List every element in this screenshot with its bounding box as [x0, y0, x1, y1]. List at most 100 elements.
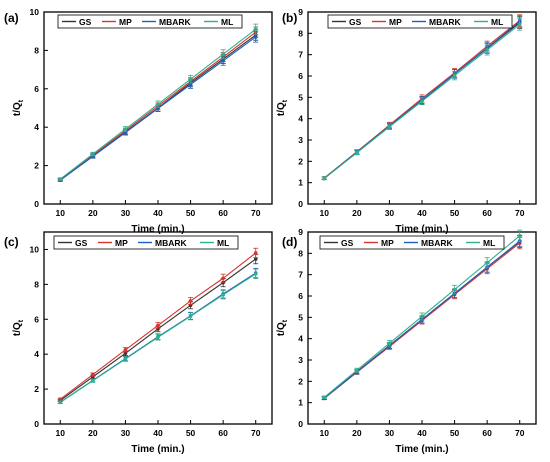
y-axis-title-main: t/Q — [12, 322, 23, 336]
series-ml — [321, 229, 523, 400]
data-point — [123, 348, 128, 352]
y-tick-label: 4 — [34, 122, 39, 132]
y-tick-label: 10 — [30, 7, 40, 17]
y-tick-label: 8 — [298, 248, 303, 258]
data-point — [253, 35, 258, 39]
data-point — [91, 378, 95, 383]
legend-label: MP — [381, 238, 394, 248]
data-point — [188, 82, 193, 87]
panel-label: (b) — [282, 11, 297, 25]
y-axis-title-main: t/Q — [276, 102, 287, 116]
data-point — [253, 272, 258, 276]
y-axis-title: t/Qt — [276, 319, 289, 336]
series-ml — [57, 23, 259, 181]
x-tick-label: 70 — [251, 208, 261, 218]
x-tick-label: 70 — [515, 208, 525, 218]
data-point — [123, 357, 128, 361]
y-axis-title: t/Qt — [12, 319, 25, 336]
data-point — [91, 372, 95, 377]
y-tick-label: 8 — [298, 28, 303, 38]
x-axis-title: Time (min.) — [395, 224, 448, 235]
data-point — [420, 99, 424, 103]
x-tick-label: 60 — [218, 428, 228, 438]
x-tick-label: 60 — [482, 208, 492, 218]
y-tick-label: 3 — [298, 135, 303, 145]
legend: GS MP MBARK ML — [327, 14, 513, 29]
y-axis-title-subscript: t — [18, 319, 25, 322]
x-tick-label: 20 — [88, 208, 98, 218]
panel-label: (d) — [282, 235, 297, 249]
y-tick-label: 2 — [34, 161, 39, 171]
series-ml — [321, 18, 523, 181]
data-point — [188, 314, 193, 319]
x-tick-label: 10 — [320, 208, 330, 218]
y-tick-label: 2 — [34, 384, 39, 394]
y-axis-title: t/Qt — [12, 99, 25, 116]
y-tick-label: 5 — [298, 92, 303, 102]
data-point — [58, 397, 63, 402]
data-point — [188, 299, 193, 303]
legend-label: MBARK — [421, 238, 453, 248]
y-tick-label: 9 — [298, 7, 303, 17]
x-axis-title: Time (min.) — [131, 224, 184, 235]
legend-label: MBARK — [429, 17, 461, 27]
chart-panel-4: (d) 10 20 30 40 50 60 70 0 1 2 3 4 5 6 7 8 9 Time (min.) t/… — [276, 227, 537, 455]
legend-label: MP — [115, 238, 128, 248]
x-tick-label: 60 — [482, 428, 492, 438]
series-mp — [57, 247, 259, 402]
y-axis-title-subscript: t — [282, 99, 289, 102]
legend-label: GS — [349, 17, 362, 27]
data-point — [420, 314, 424, 319]
data-point — [517, 234, 522, 238]
chart-panel-2: (b) 10 20 30 40 50 60 70 0 1 2 3 4 5 6 7 8 9 Time (min.) t/… — [276, 7, 537, 235]
x-tick-label: 50 — [186, 428, 196, 438]
data-point — [355, 368, 359, 373]
data-point — [91, 152, 95, 156]
y-tick-label: 9 — [298, 227, 303, 237]
legend-label: MP — [389, 17, 402, 27]
x-tick-label: 20 — [352, 428, 362, 438]
plot-frame — [307, 231, 537, 425]
y-tick-label: 3 — [298, 355, 303, 365]
y-tick-label: 2 — [298, 156, 303, 166]
data-point — [387, 341, 392, 346]
x-tick-label: 50 — [450, 428, 460, 438]
plot-frame — [307, 11, 537, 205]
panel-label: (c) — [4, 235, 19, 249]
y-tick-label: 7 — [298, 50, 303, 60]
y-tick-label: 1 — [298, 398, 303, 408]
x-tick-label: 50 — [186, 208, 196, 218]
y-tick-label: 1 — [298, 178, 303, 188]
data-point — [221, 276, 225, 281]
legend: GS MP MBARK ML — [57, 14, 243, 29]
panel-label: (a) — [4, 11, 19, 25]
legend-label: MBARK — [155, 238, 187, 248]
x-tick-label: 10 — [56, 208, 66, 218]
y-axis-title-main: t/Q — [12, 102, 23, 116]
x-tick-label: 40 — [153, 428, 163, 438]
y-tick-label: 8 — [34, 279, 39, 289]
data-point — [452, 73, 457, 78]
legend-label: MP — [119, 17, 132, 27]
y-tick-label: 6 — [298, 291, 303, 301]
y-tick-label: 0 — [34, 199, 39, 209]
y-tick-label: 7 — [298, 270, 303, 280]
y-axis-title-subscript: t — [18, 99, 25, 102]
chart-panel-3: (c) 10 20 30 40 50 60 70 0 2 4 6 8 10 Time (min.) t/Qt G… — [4, 231, 273, 455]
data-point — [253, 27, 258, 32]
data-point — [123, 127, 128, 131]
x-tick-label: 70 — [515, 428, 525, 438]
data-point — [156, 323, 160, 328]
data-point — [322, 176, 327, 181]
x-tick-label: 30 — [121, 208, 131, 218]
legend: GS MP MBARK ML — [319, 235, 505, 250]
x-axis-title: Time (min.) — [131, 444, 184, 455]
data-point — [58, 400, 63, 405]
data-point — [221, 293, 225, 297]
y-tick-label: 6 — [34, 314, 39, 324]
data-point — [355, 151, 359, 155]
data-point — [485, 48, 489, 52]
chart-panel-1: (a) 10 20 30 40 50 60 70 0 2 4 6 8 10 Time (min.) t/Qt G… — [4, 7, 273, 235]
data-point — [387, 124, 392, 129]
